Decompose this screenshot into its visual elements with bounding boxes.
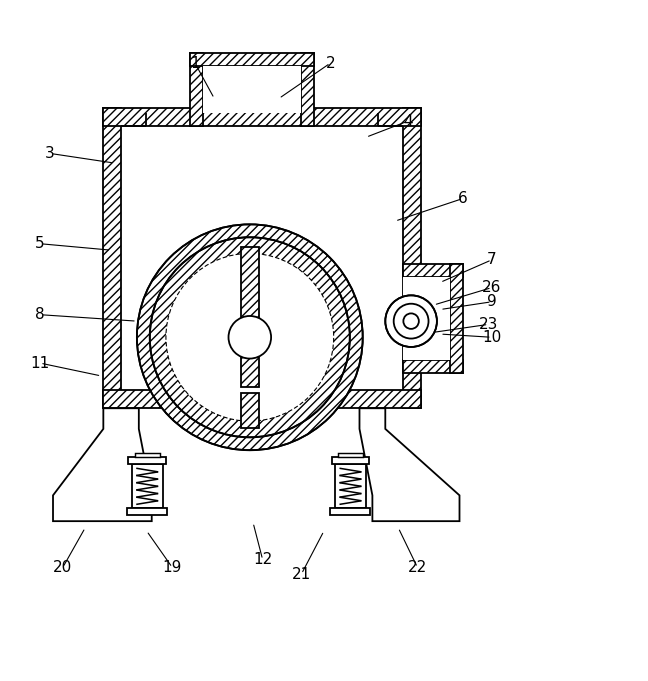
Bar <box>127 508 167 515</box>
Bar <box>191 53 203 126</box>
Bar <box>121 126 402 390</box>
Text: 5: 5 <box>35 236 45 251</box>
Bar <box>402 264 463 277</box>
Circle shape <box>403 313 419 329</box>
Bar <box>128 457 166 464</box>
Bar <box>332 457 369 464</box>
Circle shape <box>229 316 271 359</box>
Text: 1: 1 <box>190 56 200 71</box>
Bar <box>330 508 371 515</box>
Circle shape <box>137 224 363 450</box>
Text: 7: 7 <box>487 253 496 268</box>
Text: 12: 12 <box>253 552 272 567</box>
Bar <box>103 108 121 408</box>
Bar <box>402 108 421 408</box>
Bar <box>450 264 463 373</box>
Text: 22: 22 <box>408 560 427 575</box>
Bar <box>402 277 421 360</box>
Text: 8: 8 <box>35 307 45 322</box>
Text: 3: 3 <box>45 146 54 161</box>
Circle shape <box>394 304 428 338</box>
Bar <box>301 53 314 126</box>
Bar <box>203 66 301 113</box>
Text: 2: 2 <box>326 56 335 71</box>
Text: 9: 9 <box>487 294 496 309</box>
Bar <box>103 390 421 408</box>
Circle shape <box>150 237 350 437</box>
Text: 6: 6 <box>458 191 468 206</box>
Text: 11: 11 <box>30 355 50 370</box>
Bar <box>191 53 314 66</box>
Text: 19: 19 <box>163 560 182 575</box>
Bar <box>241 394 259 428</box>
Circle shape <box>166 253 334 421</box>
Text: 21: 21 <box>292 567 311 582</box>
Text: 20: 20 <box>53 560 73 575</box>
Polygon shape <box>53 408 152 521</box>
Bar <box>402 360 463 373</box>
Text: 10: 10 <box>482 330 502 345</box>
Polygon shape <box>360 408 459 521</box>
Circle shape <box>386 296 437 347</box>
Text: 26: 26 <box>482 280 502 295</box>
Bar <box>335 464 366 508</box>
Text: 4: 4 <box>403 114 413 129</box>
Bar <box>338 453 363 457</box>
Bar <box>103 108 421 126</box>
Bar <box>241 247 259 387</box>
Bar <box>132 464 163 508</box>
Bar <box>135 453 159 457</box>
Bar <box>402 277 450 360</box>
Text: 23: 23 <box>479 317 498 332</box>
